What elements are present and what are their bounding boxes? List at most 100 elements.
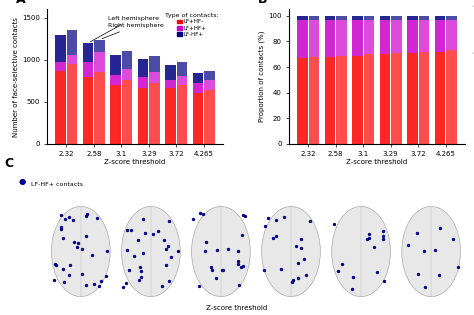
Point	[330, 221, 337, 226]
Bar	[55, 71, 66, 144]
Bar	[193, 73, 203, 83]
X-axis label: Z-score threshold: Z-score threshold	[346, 159, 408, 165]
Point	[349, 274, 356, 279]
Point	[262, 224, 269, 229]
Point	[405, 242, 412, 247]
Bar	[352, 16, 363, 20]
Point	[334, 268, 342, 273]
Point	[235, 261, 242, 266]
Bar	[94, 40, 105, 52]
Point	[190, 216, 197, 221]
Bar	[83, 77, 93, 144]
Point	[202, 239, 210, 244]
Point	[57, 227, 64, 232]
Point	[83, 212, 91, 217]
Point	[196, 210, 203, 215]
Bar	[149, 56, 160, 72]
Bar	[325, 20, 335, 57]
Bar	[297, 20, 308, 58]
Bar	[380, 54, 390, 144]
Point	[126, 267, 133, 272]
Bar	[380, 16, 390, 20]
Ellipse shape	[191, 206, 250, 297]
Bar	[165, 65, 176, 80]
Bar	[297, 58, 308, 144]
Point	[174, 249, 182, 254]
Bar	[204, 90, 215, 144]
Point	[160, 238, 167, 243]
Point	[235, 283, 243, 288]
Ellipse shape	[262, 206, 320, 297]
Bar	[94, 52, 105, 72]
Bar	[325, 57, 335, 144]
Point	[82, 234, 90, 239]
Bar	[83, 61, 93, 77]
Bar	[309, 16, 319, 20]
Point	[162, 262, 170, 267]
Point	[137, 269, 145, 274]
Point	[70, 218, 77, 223]
Point	[119, 284, 127, 289]
Point	[365, 232, 373, 237]
Point	[130, 254, 138, 259]
Point	[82, 213, 90, 218]
Bar	[391, 53, 401, 144]
Bar	[336, 16, 346, 20]
Point	[74, 240, 82, 245]
Text: B: B	[258, 0, 267, 6]
Point	[338, 261, 346, 266]
Bar	[122, 51, 132, 69]
Bar	[165, 89, 176, 144]
Bar	[446, 20, 456, 50]
Bar	[204, 71, 215, 80]
Point	[292, 244, 300, 249]
Bar	[193, 83, 203, 93]
Bar	[407, 16, 418, 20]
Bar	[177, 62, 187, 76]
Text: LF-HF+ contacts: LF-HF+ contacts	[31, 182, 83, 187]
Bar	[391, 20, 401, 53]
Bar	[364, 54, 374, 144]
Point	[280, 214, 287, 219]
Bar	[138, 77, 148, 88]
Point	[234, 258, 242, 263]
Point	[98, 279, 105, 284]
Bar	[380, 20, 390, 54]
Point	[89, 253, 96, 258]
Bar	[138, 59, 148, 77]
Point	[50, 277, 58, 282]
Point	[373, 269, 381, 274]
Point	[239, 263, 247, 268]
Point	[300, 257, 308, 262]
Bar	[446, 50, 456, 144]
Y-axis label: Number of face-selective contacts: Number of face-selective contacts	[13, 17, 19, 137]
Point	[93, 215, 100, 220]
Point	[73, 244, 81, 249]
Bar	[309, 57, 319, 144]
Text: Z-score threshold: Z-score threshold	[206, 305, 268, 311]
Point	[348, 286, 356, 291]
Bar	[419, 20, 429, 52]
Point	[234, 248, 242, 253]
Bar	[435, 16, 445, 20]
Bar	[110, 85, 121, 144]
Point	[65, 272, 73, 277]
Point	[200, 212, 207, 217]
Point	[165, 278, 173, 283]
Point	[58, 224, 65, 229]
Point	[65, 214, 73, 219]
Bar	[110, 75, 121, 85]
Point	[103, 248, 111, 253]
Bar	[122, 80, 132, 144]
Point	[239, 212, 247, 217]
Point	[78, 246, 86, 251]
Bar	[435, 20, 445, 52]
Point	[380, 229, 387, 234]
Point	[96, 284, 103, 289]
Point	[59, 235, 67, 240]
Point	[78, 271, 85, 276]
Point	[59, 266, 67, 272]
Point	[365, 235, 373, 240]
Point	[260, 268, 268, 273]
Point	[127, 228, 135, 233]
